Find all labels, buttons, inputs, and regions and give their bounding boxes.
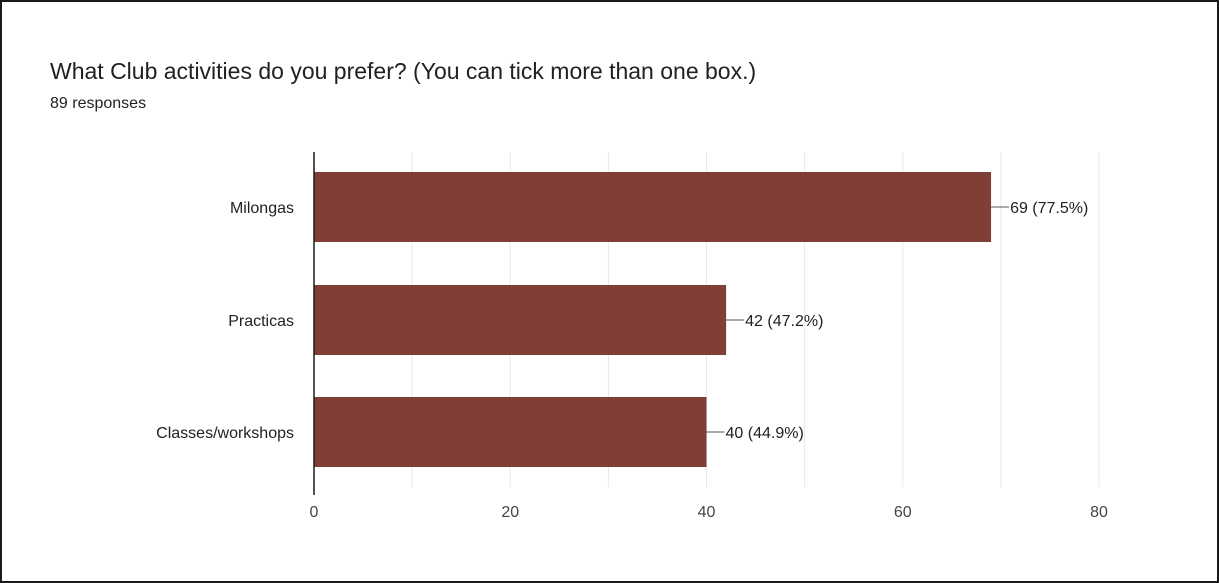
x-tick-label: 80 [1090,504,1108,521]
chart-title: What Club activities do you prefer? (You… [50,58,757,84]
data-label: 42 (47.2%) [745,313,823,330]
data-label: 69 (77.5%) [1010,200,1088,217]
bar-classes-workshops [314,397,707,467]
bar-practicas [314,285,727,355]
category-label: Classes/workshops [156,425,294,442]
x-tick-label: 60 [894,504,912,521]
category-label: Milongas [230,200,294,217]
x-tick-label: 40 [698,504,716,521]
category-label: Practicas [228,313,294,330]
x-tick-label: 0 [310,504,319,521]
bar-milongas [314,172,992,242]
data-label: 40 (44.9%) [726,425,804,442]
x-tick-label: 20 [501,504,519,521]
response-count: 89 responses [50,95,147,112]
